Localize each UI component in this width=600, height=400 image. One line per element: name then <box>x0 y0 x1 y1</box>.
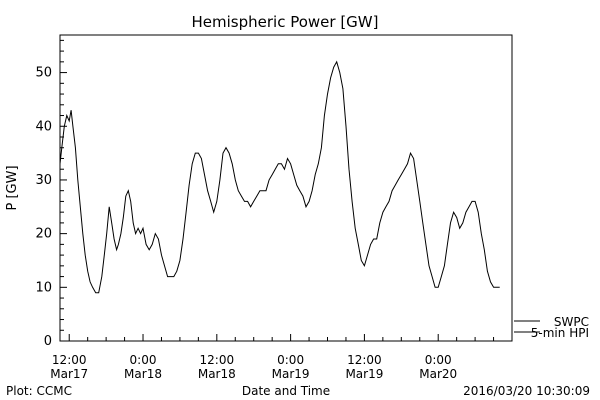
y-tick-label: 40 <box>35 119 52 134</box>
x-tick-label-time: 12:00 <box>52 353 87 367</box>
chart-title: Hemispheric Power [GW] <box>192 13 379 31</box>
plot-credit: Plot: CCMC <box>6 384 72 398</box>
y-tick-label: 30 <box>35 173 52 188</box>
y-tick-label: 10 <box>35 280 52 295</box>
x-tick-label-date: Mar18 <box>198 367 236 381</box>
x-axis-label: Date and Time <box>242 384 330 398</box>
timestamp: 2016/03/20 10:30:09 <box>463 384 590 398</box>
x-tick-label-time: 0:00 <box>277 353 304 367</box>
x-tick-label-date: Mar19 <box>272 367 310 381</box>
y-axis-ticks: 0 10 20 30 40 50 <box>35 39 67 349</box>
x-tick-label-time: 0:00 <box>425 353 452 367</box>
x-axis-ticks: 12:00Mar170:00Mar1812:00Mar180:00Mar1912… <box>50 334 513 381</box>
x-tick-label-time: 12:00 <box>200 353 235 367</box>
x-tick-label-date: Mar17 <box>50 367 88 381</box>
y-tick-label: 0 <box>44 334 52 349</box>
y-axis-label: P [GW] <box>5 165 20 210</box>
y-tick-label: 50 <box>35 66 52 81</box>
x-tick-label-time: 12:00 <box>347 353 382 367</box>
plot-frame <box>59 34 513 342</box>
x-tick-label-date: Mar20 <box>419 367 457 381</box>
x-tick-label-date: Mar18 <box>124 367 162 381</box>
legend-label: 5-min HPI <box>531 326 589 340</box>
y-tick-label: 20 <box>35 227 52 242</box>
x-tick-label-date: Mar19 <box>345 367 383 381</box>
legend-label: SWPC <box>554 315 589 329</box>
series-line-hpi <box>59 60 500 294</box>
x-tick-label-time: 0:00 <box>130 353 157 367</box>
